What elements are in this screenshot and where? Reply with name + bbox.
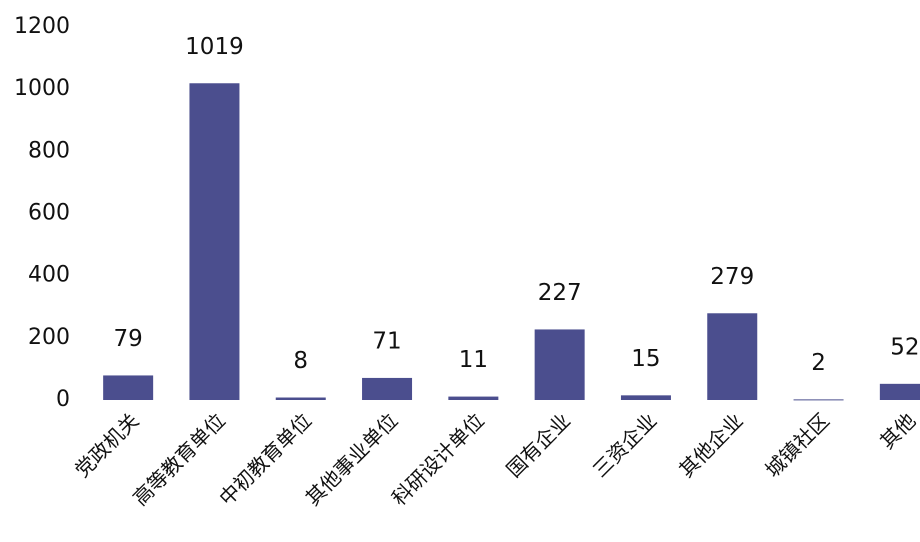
x-tick-label: 三资企业 — [588, 408, 662, 482]
y-tick-label: 1000 — [14, 76, 70, 101]
value-label: 52 — [890, 334, 919, 360]
bar — [103, 375, 154, 400]
x-tick-label: 高等教育单位 — [128, 408, 230, 510]
value-label: 1019 — [185, 34, 244, 60]
bar — [275, 397, 326, 400]
bar — [448, 396, 499, 400]
y-tick-label: 600 — [28, 201, 70, 226]
bar — [362, 377, 413, 400]
x-tick-label: 科研设计单位 — [387, 408, 489, 510]
value-label: 279 — [710, 264, 754, 290]
bar — [707, 313, 758, 400]
x-tick-label: 中初教育单位 — [214, 408, 316, 510]
y-tick-label: 0 — [56, 387, 70, 412]
bar — [793, 399, 844, 401]
x-tick-label: 城镇社区 — [760, 408, 834, 482]
value-label: 2 — [811, 350, 826, 376]
x-tick-label: 其他企业 — [674, 408, 748, 482]
x-tick-label: 其他 — [875, 408, 920, 453]
bar — [879, 383, 920, 400]
y-tick-label: 400 — [28, 263, 70, 288]
y-tick-label: 1200 — [14, 14, 70, 39]
y-tick-label: 800 — [28, 138, 70, 163]
x-tick-label: 国有企业 — [502, 408, 576, 482]
value-label: 79 — [114, 326, 143, 352]
y-tick-label: 200 — [28, 325, 70, 350]
value-label: 8 — [293, 348, 308, 374]
bar — [620, 395, 671, 400]
bar — [534, 329, 585, 400]
value-label: 15 — [631, 346, 660, 372]
bar — [189, 83, 240, 400]
value-label: 71 — [372, 328, 401, 354]
value-label: 227 — [538, 280, 582, 306]
x-tick-label: 其他事业单位 — [301, 408, 403, 510]
value-label: 11 — [459, 347, 488, 373]
x-tick-label: 党政机关 — [70, 408, 144, 482]
